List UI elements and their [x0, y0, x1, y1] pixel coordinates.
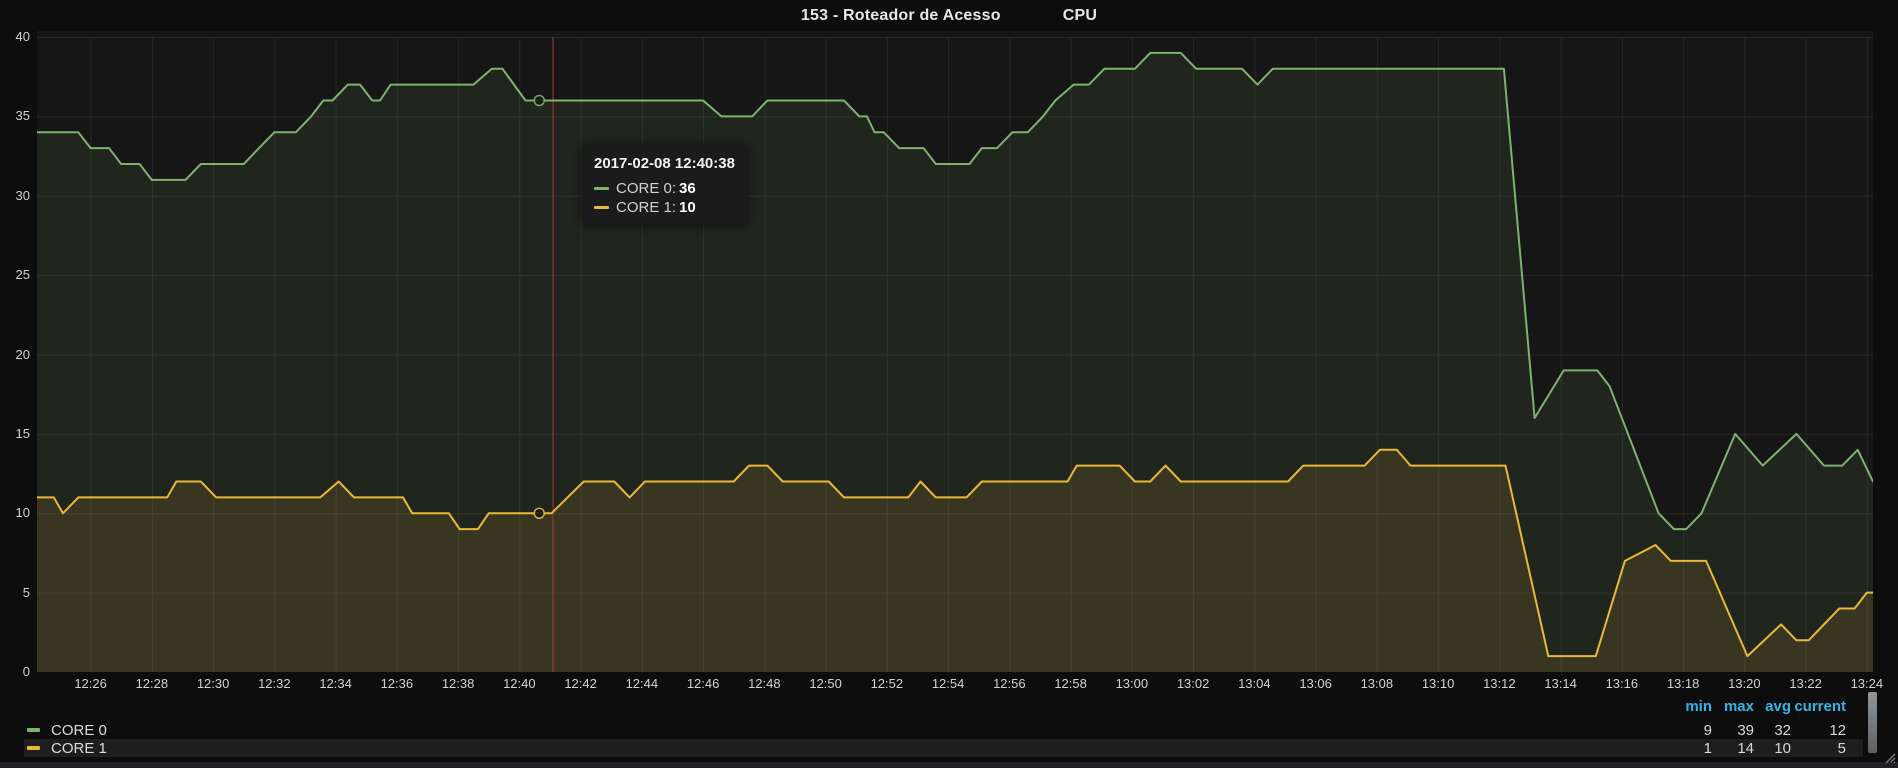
x-axis-tick-label: 13:08: [1360, 676, 1394, 691]
x-axis-tick-label: 12:56: [993, 676, 1026, 691]
y-axis-tick-label: 25: [15, 267, 30, 283]
panel-title[interactable]: 153 - Roteador de Acesso: [800, 6, 1001, 24]
legend-sort-header-avg[interactable]: avg: [1765, 698, 1791, 715]
panel-resize-handle[interactable]: [1883, 753, 1896, 763]
series-color-dash-icon: [594, 187, 609, 190]
x-axis-tick-label: 12:38: [441, 676, 475, 691]
x-axis-tick-label: 12:26: [74, 676, 107, 691]
legend-stat-min: 1: [1703, 739, 1712, 757]
series-color-dash-icon[interactable]: [27, 728, 40, 732]
panel-header[interactable]: 153 - Roteador de Acesso CPU: [0, 0, 1898, 31]
legend-stat-current: 5: [1837, 739, 1846, 757]
x-axis-tick-label: 13:04: [1238, 676, 1271, 691]
legend-sort-header-max[interactable]: max: [1723, 698, 1754, 715]
legend-row-core-1: CORE 1 1 14 10 5: [24, 739, 1863, 757]
x-axis-tick-label: 12:58: [1054, 676, 1087, 691]
tooltip-timestamp: 2017-02-08 12:40:38: [594, 155, 735, 172]
x-axis-tick-label: 13:18: [1666, 676, 1700, 691]
x-axis-tick-label: 13:14: [1544, 676, 1577, 691]
x-axis-tick-label: 12:42: [564, 676, 597, 691]
tooltip-series-value: 10: [679, 199, 696, 216]
x-axis-tick-label: 13:24: [1850, 676, 1884, 691]
x-axis-tick-label: 12:44: [625, 676, 659, 691]
tooltip-series-label: CORE 1:: [616, 199, 677, 216]
hover-point-marker: [533, 507, 545, 519]
legend-stat-max: 39: [1737, 721, 1754, 739]
x-axis-tick-label: 13:22: [1789, 676, 1822, 691]
x-axis-tick-label: 12:30: [196, 676, 230, 691]
x-axis-tick-label: 12:48: [748, 676, 781, 691]
hover-tooltip: 2017-02-08 12:40:38 CORE 0: 36 CORE 1: 10: [582, 146, 747, 225]
y-axis-tick-label: 10: [15, 505, 30, 521]
legend-series-label[interactable]: CORE 1: [51, 739, 107, 757]
x-axis-tick-label: 13:02: [1176, 676, 1210, 691]
x-axis-tick-label: 12:46: [686, 676, 720, 691]
legend-stat-avg: 32: [1774, 721, 1791, 739]
x-axis-tick-label: 13:16: [1605, 676, 1639, 691]
legend-sort-header-min[interactable]: min: [1685, 698, 1712, 715]
legend-stat-avg: 10: [1774, 739, 1791, 757]
series-area-0: [37, 52, 1873, 672]
legend-sort-header-current[interactable]: current: [1794, 698, 1846, 715]
legend-row-core-0: CORE 0 9 39 32 12: [24, 721, 1863, 739]
x-axis-tick-label: 12:36: [380, 676, 414, 691]
panel-title-cpu[interactable]: CPU: [1062, 6, 1098, 24]
series-area-1: [37, 449, 1873, 672]
x-axis-tick-label: 12:34: [319, 676, 352, 691]
tooltip-series-value: 36: [679, 180, 696, 197]
x-axis-tick-label: 12:40: [503, 676, 536, 691]
y-axis-tick-label: 40: [15, 29, 30, 44]
legend-stat-min: 9: [1703, 721, 1712, 739]
tooltip-series-row: CORE 1: 10: [594, 198, 735, 217]
x-axis-tick-label: 12:50: [809, 676, 842, 691]
x-axis-tick-label: 12:52: [870, 676, 904, 691]
cpu-time-series-chart[interactable]: [37, 31, 1873, 672]
panel-bottom-edge: [0, 762, 1898, 768]
x-axis-tick-label: 13:00: [1115, 676, 1149, 691]
legend-stats-header: min max avg current: [24, 698, 1863, 715]
legend: min max avg current CORE 0 9 39 32 12 CORE 1 1 14 1…: [0, 695, 1898, 757]
tooltip-series-row: CORE 0: 36: [594, 179, 735, 198]
legend-scrollbar[interactable]: [1868, 692, 1877, 753]
legend-series-label[interactable]: CORE 0: [51, 721, 107, 739]
plot-background: [37, 31, 1873, 672]
series-color-dash-icon[interactable]: [27, 746, 40, 750]
x-axis-tick-label: 12:54: [931, 676, 965, 691]
series-color-dash-icon: [594, 206, 609, 209]
legend-stat-current: 12: [1829, 721, 1846, 739]
hover-point-marker: [533, 94, 545, 107]
x-axis-tick-label: 13:20: [1728, 676, 1761, 691]
series-line-0[interactable]: [37, 51, 1873, 531]
y-axis-tick-label: 5: [22, 584, 30, 600]
x-axis-tick-label: 12:28: [135, 676, 169, 691]
x-axis-tick-label: 12:32: [258, 676, 291, 691]
x-axis-tick-label: 13:06: [1299, 676, 1332, 691]
x-axis-tick-label: 13:10: [1421, 676, 1455, 691]
y-axis-tick-label: 20: [15, 346, 30, 362]
y-axis-tick-label: 15: [15, 425, 30, 441]
y-axis-tick-label: 30: [15, 187, 30, 203]
legend-stat-max: 14: [1737, 739, 1754, 757]
series-line-1[interactable]: [37, 448, 1873, 658]
x-axis-tick-label: 13:12: [1483, 676, 1516, 691]
y-axis-tick-label: 35: [15, 108, 30, 124]
tooltip-series-label: CORE 0:: [616, 180, 677, 197]
y-axis-tick-label: 0: [22, 664, 30, 679]
